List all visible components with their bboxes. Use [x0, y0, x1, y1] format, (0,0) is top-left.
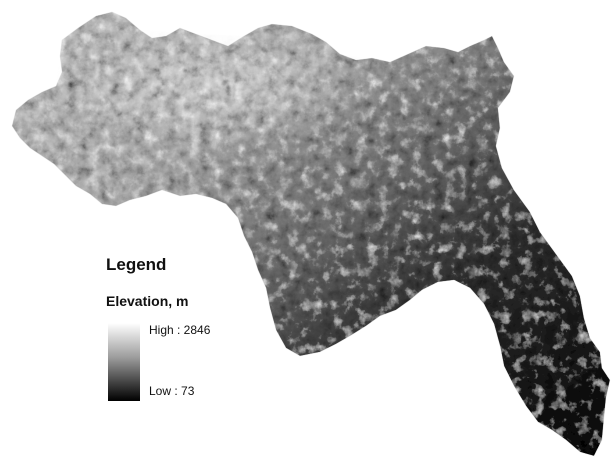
legend-subtitle: Elevation, m — [106, 293, 189, 309]
watershed-boundary — [11, 11, 611, 457]
high-ridge-highlight — [16, 16, 504, 200]
elevation-color-ramp — [108, 323, 140, 401]
legend-high-label: High : 2846 — [149, 323, 211, 337]
map-legend: Legend Elevation, m High : 2846 Low : 73 — [104, 255, 244, 415]
legend-low-label: Low : 73 — [149, 384, 195, 398]
watershed-relief — [12, 12, 610, 456]
legend-title: Legend — [106, 255, 167, 274]
